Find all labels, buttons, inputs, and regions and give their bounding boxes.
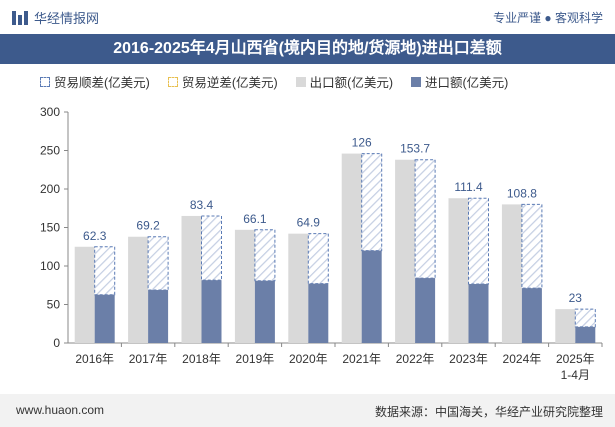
surplus-data-label: 23 (569, 291, 583, 305)
x-tick-label: 2025年 (556, 352, 595, 366)
surplus-bar (521, 203, 543, 289)
y-tick-label: 200 (40, 182, 60, 196)
surplus-bar (574, 308, 596, 328)
legend-item-import: 进口额(亿美元) (410, 72, 509, 91)
import-bar (94, 294, 115, 343)
top-bar: 华经情报网 专业严谨 ● 客观科学 (0, 0, 615, 34)
import-bar (148, 290, 169, 343)
x-tick-label: 2021年 (342, 352, 381, 366)
import-bar (361, 250, 382, 343)
brand: 华经情报网 (12, 8, 99, 27)
surplus-bar (254, 229, 276, 282)
export-bar (555, 309, 576, 343)
surplus-data-label: 62.3 (83, 229, 107, 243)
y-tick-label: 100 (40, 259, 60, 273)
chart-title: 2016-2025年4月山西省(境内目的地/货源地)进出口差额 (0, 34, 615, 64)
surplus-bar (201, 215, 222, 281)
y-tick-label: 300 (40, 105, 60, 119)
legend-label-surplus: 贸易顺差(亿美元) (54, 76, 150, 90)
y-tick-label: 150 (40, 221, 60, 235)
surplus-bar (414, 159, 436, 279)
import-bar (254, 280, 275, 343)
import-bar (468, 284, 489, 343)
export-bar (181, 215, 202, 343)
legend-label-export: 出口额(亿美元) (309, 76, 393, 90)
legend-item-deficit: 贸易逆差(亿美元) (167, 72, 278, 91)
surplus-bar (468, 197, 489, 285)
x-tick-label: 2023年 (449, 352, 488, 366)
surplus-bar (147, 236, 169, 291)
export-bar (341, 153, 362, 343)
surplus-data-label: 69.2 (136, 219, 160, 233)
surplus-bar (307, 233, 329, 285)
tagline: 专业严谨 ● 客观科学 (493, 11, 603, 25)
chart-area: 0 50 100 150 200 250 300 62.3 2016年 69.2 2017年 83.… (40, 105, 603, 382)
brand-name: 华经情报网 (34, 11, 100, 26)
import-bar (308, 283, 329, 343)
legend-label-import: 进口额(亿美元) (424, 76, 509, 90)
surplus-bar (94, 246, 116, 296)
x-tick-label: 2019年 (236, 352, 275, 366)
legend-item-surplus: 贸易顺差(亿美元) (40, 72, 150, 91)
import-bar (201, 280, 222, 343)
surplus-bar (361, 153, 383, 252)
export-bar (128, 236, 149, 343)
x-tick-label: 2017年 (129, 352, 168, 366)
x-tick-label: 2018年 (182, 352, 221, 366)
y-tick-label: 50 (47, 298, 61, 312)
surplus-data-label: 64.9 (297, 216, 321, 230)
legend-label-deficit: 贸易逆差(亿美元) (181, 76, 278, 90)
import-bar (521, 288, 542, 343)
export-bar (234, 229, 255, 343)
surplus-data-label: 153.7 (400, 142, 430, 156)
x-tick-label: 2020年 (289, 352, 328, 366)
x-tick-label: 2024年 (503, 352, 542, 366)
legend: 贸易顺差(亿美元) 贸易逆差(亿美元) 出口额(亿美元) 进口额(亿美元) (40, 72, 508, 91)
surplus-data-label: 83.4 (190, 198, 214, 212)
y-tick-label: 250 (40, 144, 60, 158)
footer-website: www.huaon.com (16, 403, 105, 417)
x-tick-label: 2016年 (75, 352, 114, 366)
surplus-data-label: 111.4 (454, 180, 483, 194)
footer: www.huaon.com 数据来源：中国海关，华经产业研究院整理 (0, 394, 615, 427)
legend-swatch-export (295, 76, 306, 87)
export-bar (448, 198, 469, 343)
legend-item-export: 出口额(亿美元) (295, 72, 393, 91)
legend-swatch-import (410, 76, 421, 87)
legend-swatch-surplus (40, 76, 50, 87)
footer-source: 数据来源：中国海关，华经产业研究院整理 (374, 405, 603, 419)
legend-swatch-deficit (167, 76, 178, 87)
export-bar (288, 233, 309, 343)
import-bar (575, 326, 596, 343)
y-tick-label: 0 (53, 336, 60, 350)
surplus-data-label: 66.1 (243, 212, 267, 226)
import-bar (415, 278, 436, 343)
x-tick-label: 2022年 (396, 352, 435, 366)
surplus-data-label: 126 (352, 136, 372, 150)
export-bar (501, 204, 522, 343)
surplus-data-label: 108.8 (507, 186, 537, 200)
export-bar (395, 159, 416, 343)
x-tick-label: 1-4月 (561, 368, 590, 382)
logo-icon (12, 10, 28, 25)
export-bar (74, 246, 95, 343)
